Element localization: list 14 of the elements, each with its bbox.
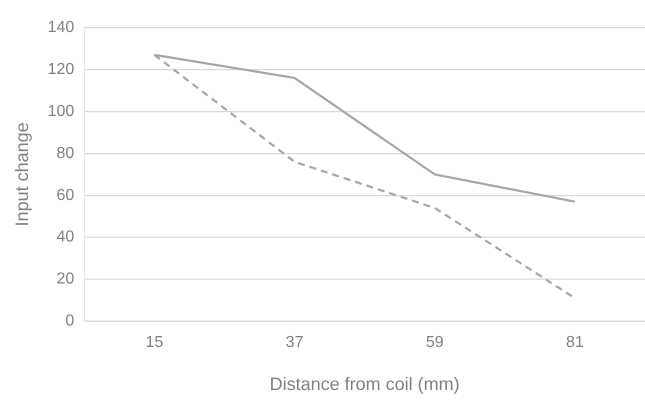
y-tick-label: 100 bbox=[48, 102, 74, 120]
y-tick-label: 140 bbox=[48, 19, 74, 36]
x-tick-label: 59 bbox=[426, 334, 444, 352]
x-axis-title: Distance from coil (mm) bbox=[270, 374, 460, 394]
y-tick-label: 80 bbox=[56, 144, 74, 162]
y-tick-label: 40 bbox=[56, 228, 74, 246]
y-tick-label: 20 bbox=[56, 270, 74, 288]
x-tick-label: 81 bbox=[566, 334, 584, 352]
y-tick-label: 120 bbox=[48, 60, 74, 78]
y-axis-title: Input change bbox=[12, 122, 32, 226]
y-tick-label: 60 bbox=[56, 186, 74, 204]
x-tick-label: 15 bbox=[145, 334, 164, 352]
y-tick-label: 0 bbox=[65, 312, 74, 330]
x-tick-label: 37 bbox=[286, 334, 304, 352]
